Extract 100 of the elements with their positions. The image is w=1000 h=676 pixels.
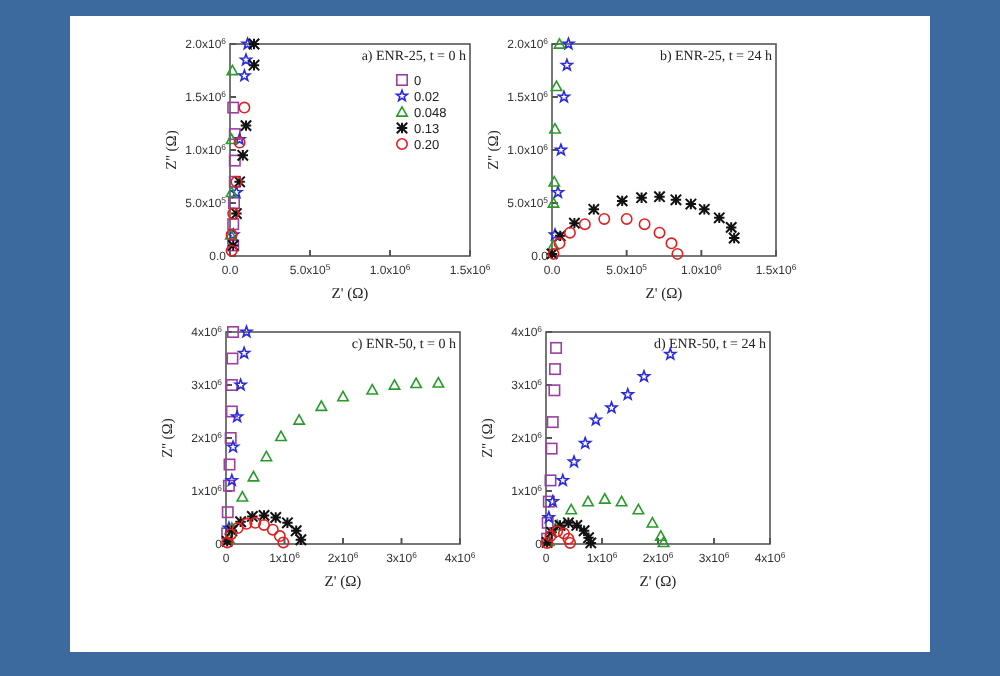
point bbox=[578, 218, 591, 231]
point bbox=[228, 154, 241, 167]
point bbox=[653, 190, 666, 203]
point bbox=[550, 80, 563, 92]
point bbox=[410, 377, 423, 389]
point bbox=[227, 218, 240, 231]
point bbox=[237, 346, 251, 359]
point bbox=[635, 191, 648, 204]
point bbox=[548, 175, 561, 187]
point bbox=[294, 533, 308, 546]
point bbox=[273, 530, 286, 543]
point bbox=[632, 503, 645, 515]
point bbox=[615, 495, 628, 507]
point bbox=[432, 376, 445, 388]
point bbox=[551, 185, 565, 198]
point bbox=[553, 237, 566, 250]
point bbox=[654, 530, 667, 542]
point bbox=[657, 536, 670, 548]
point bbox=[563, 226, 576, 239]
point bbox=[582, 495, 594, 507]
point bbox=[230, 410, 244, 423]
point bbox=[547, 239, 560, 251]
point bbox=[226, 440, 240, 453]
point bbox=[582, 531, 595, 544]
point bbox=[562, 37, 575, 50]
point bbox=[598, 492, 611, 504]
point bbox=[274, 430, 287, 442]
point bbox=[638, 218, 651, 231]
point bbox=[249, 516, 262, 529]
point bbox=[550, 341, 563, 354]
point bbox=[547, 197, 560, 208]
point bbox=[266, 523, 279, 536]
point bbox=[578, 436, 592, 449]
point bbox=[388, 379, 401, 390]
point bbox=[239, 53, 253, 66]
point bbox=[671, 247, 684, 260]
point bbox=[225, 473, 239, 486]
point bbox=[548, 384, 561, 397]
point bbox=[562, 532, 575, 545]
point bbox=[557, 90, 571, 103]
point bbox=[584, 536, 597, 550]
point bbox=[589, 413, 603, 426]
point bbox=[226, 352, 239, 365]
point bbox=[225, 379, 238, 391]
point bbox=[236, 490, 249, 502]
point bbox=[315, 400, 328, 412]
point bbox=[653, 226, 666, 239]
point bbox=[239, 119, 253, 132]
point bbox=[227, 326, 240, 338]
point bbox=[545, 442, 558, 455]
point bbox=[241, 37, 254, 50]
point bbox=[224, 432, 237, 444]
point bbox=[557, 527, 570, 540]
point bbox=[544, 474, 557, 487]
point bbox=[551, 525, 564, 538]
point bbox=[221, 506, 234, 519]
point bbox=[246, 510, 259, 523]
point bbox=[238, 69, 251, 82]
point bbox=[542, 510, 556, 523]
point bbox=[646, 516, 659, 528]
point bbox=[223, 458, 236, 471]
point bbox=[568, 216, 581, 230]
point bbox=[560, 58, 574, 71]
point bbox=[605, 401, 618, 414]
point bbox=[277, 536, 290, 549]
point bbox=[240, 517, 253, 530]
point bbox=[225, 133, 238, 145]
point bbox=[567, 455, 581, 468]
point bbox=[247, 470, 260, 482]
point bbox=[587, 203, 601, 216]
point bbox=[260, 450, 273, 462]
point bbox=[240, 325, 253, 338]
point bbox=[247, 59, 261, 72]
point bbox=[620, 212, 633, 225]
point bbox=[554, 143, 568, 156]
point bbox=[541, 516, 554, 529]
point bbox=[366, 383, 379, 395]
point bbox=[565, 503, 578, 515]
point bbox=[564, 536, 577, 549]
point bbox=[570, 519, 583, 532]
point bbox=[222, 479, 235, 492]
point bbox=[230, 185, 243, 198]
point bbox=[546, 416, 559, 429]
point bbox=[293, 413, 306, 425]
point bbox=[225, 244, 238, 257]
point bbox=[727, 231, 741, 245]
point bbox=[228, 197, 240, 209]
point bbox=[247, 37, 261, 51]
point bbox=[337, 390, 349, 402]
point bbox=[548, 122, 561, 134]
point bbox=[225, 405, 238, 418]
point bbox=[637, 370, 651, 382]
point bbox=[554, 229, 567, 243]
point bbox=[238, 101, 251, 114]
point bbox=[542, 495, 555, 508]
point bbox=[615, 194, 629, 208]
point bbox=[258, 518, 271, 531]
point bbox=[598, 212, 611, 225]
point bbox=[226, 64, 239, 76]
point bbox=[225, 186, 238, 198]
